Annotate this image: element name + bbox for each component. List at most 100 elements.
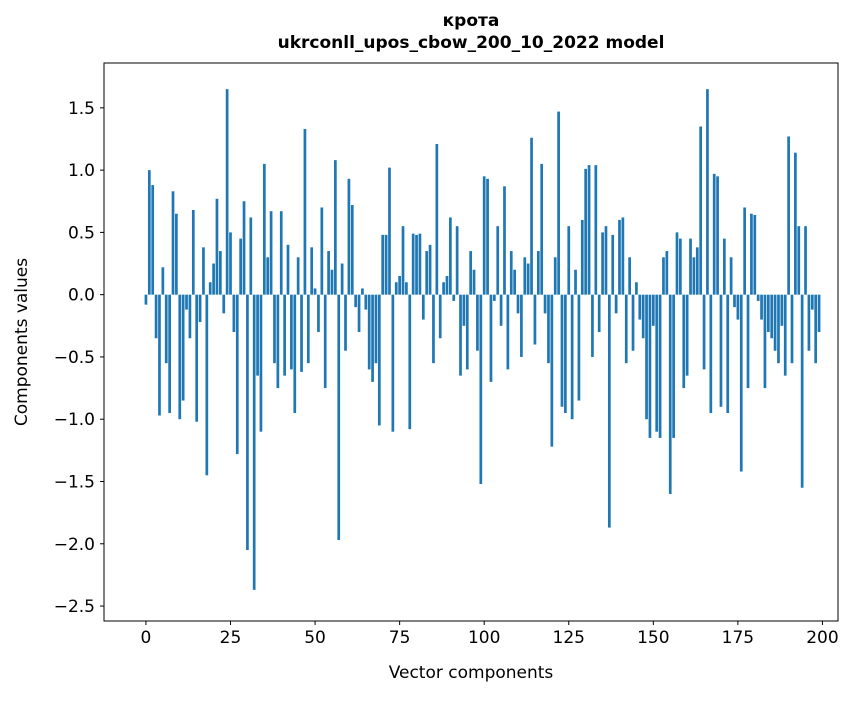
- bar: [459, 294, 462, 376]
- bar: [371, 294, 374, 382]
- bar: [783, 294, 787, 376]
- bar: [290, 294, 293, 370]
- bar: [191, 209, 195, 295]
- bar: [486, 178, 489, 295]
- y-tick-label: −1.5: [54, 473, 95, 493]
- bar: [168, 294, 171, 413]
- bar: [296, 257, 300, 295]
- bar: [306, 294, 310, 364]
- bar: [188, 294, 192, 339]
- bar: [753, 214, 757, 295]
- bar: [374, 294, 378, 364]
- bar: [215, 198, 219, 295]
- bar: [641, 294, 645, 339]
- bars-group: [144, 89, 821, 590]
- bar: [604, 226, 608, 295]
- bar: [723, 238, 726, 295]
- bar: [506, 294, 510, 370]
- bar: [364, 294, 368, 310]
- bar: [405, 282, 408, 295]
- bar: [503, 186, 506, 295]
- bar: [584, 168, 588, 295]
- bar: [773, 294, 777, 351]
- bar: [699, 126, 703, 295]
- y-tick-label: −0.5: [54, 348, 95, 368]
- bar: [668, 294, 672, 494]
- bar: [492, 294, 496, 301]
- bar: [695, 247, 699, 295]
- bar: [750, 213, 753, 295]
- bar: [147, 170, 151, 295]
- axes-spines: [103, 62, 839, 622]
- bar: [689, 238, 692, 295]
- bar: [736, 294, 740, 320]
- bar: [547, 294, 550, 364]
- bar: [408, 294, 412, 430]
- bar: [347, 178, 351, 295]
- bar: [543, 294, 547, 314]
- bar: [273, 294, 276, 364]
- bar: [523, 257, 527, 295]
- bar: [564, 294, 567, 413]
- bar: [810, 294, 814, 310]
- bar: [550, 294, 554, 447]
- bar: [526, 263, 530, 295]
- bar: [449, 217, 452, 295]
- bar: [743, 207, 746, 295]
- bar: [178, 294, 182, 420]
- bar: [540, 163, 544, 295]
- x-tick-label: 50: [304, 628, 326, 648]
- bar: [269, 211, 273, 295]
- bar: [685, 294, 689, 376]
- bar: [208, 282, 212, 295]
- bar: [648, 294, 652, 438]
- bar: [756, 294, 760, 301]
- bar: [672, 294, 675, 438]
- bar: [154, 294, 158, 339]
- bar: [692, 257, 696, 295]
- bar: [536, 251, 540, 295]
- bar: [631, 294, 635, 351]
- bar: [239, 238, 243, 295]
- bar: [198, 294, 202, 323]
- y-axis-ticks: 1.5 1.0 0.5 0.0 −0.5 −1.0 −1.5 −2.0 −2.5: [54, 99, 104, 617]
- bar: [716, 176, 719, 295]
- bar: [733, 294, 736, 308]
- bar: [712, 173, 716, 295]
- bar: [706, 89, 709, 295]
- bar: [587, 165, 591, 295]
- bar: [804, 226, 807, 295]
- bar: [530, 137, 533, 295]
- bar: [611, 234, 615, 295]
- bar: [222, 294, 226, 314]
- bar: [344, 294, 347, 351]
- bar: [702, 294, 706, 370]
- bar: [398, 275, 401, 295]
- bar: [202, 247, 205, 295]
- bar: [357, 294, 361, 333]
- y-tick-label: −1.0: [54, 410, 95, 430]
- bar: [594, 165, 598, 295]
- bar: [739, 294, 743, 472]
- bar: [817, 294, 821, 333]
- bar: [452, 294, 456, 301]
- bar: [205, 294, 209, 476]
- bar: [435, 143, 439, 295]
- bar: [614, 294, 618, 314]
- bar: [421, 294, 425, 320]
- bar: [367, 294, 371, 370]
- bar: [151, 185, 155, 295]
- bar: [719, 294, 723, 407]
- bar: [428, 244, 432, 295]
- bar: [225, 89, 229, 295]
- bar: [665, 251, 669, 295]
- bar: [635, 282, 638, 295]
- bar: [662, 257, 665, 295]
- x-tick-label: 200: [806, 628, 838, 648]
- bar: [533, 294, 537, 345]
- bar: [763, 294, 767, 389]
- bar: [513, 269, 516, 295]
- bar: [293, 294, 297, 413]
- bar: [229, 232, 232, 295]
- bar: [391, 294, 395, 432]
